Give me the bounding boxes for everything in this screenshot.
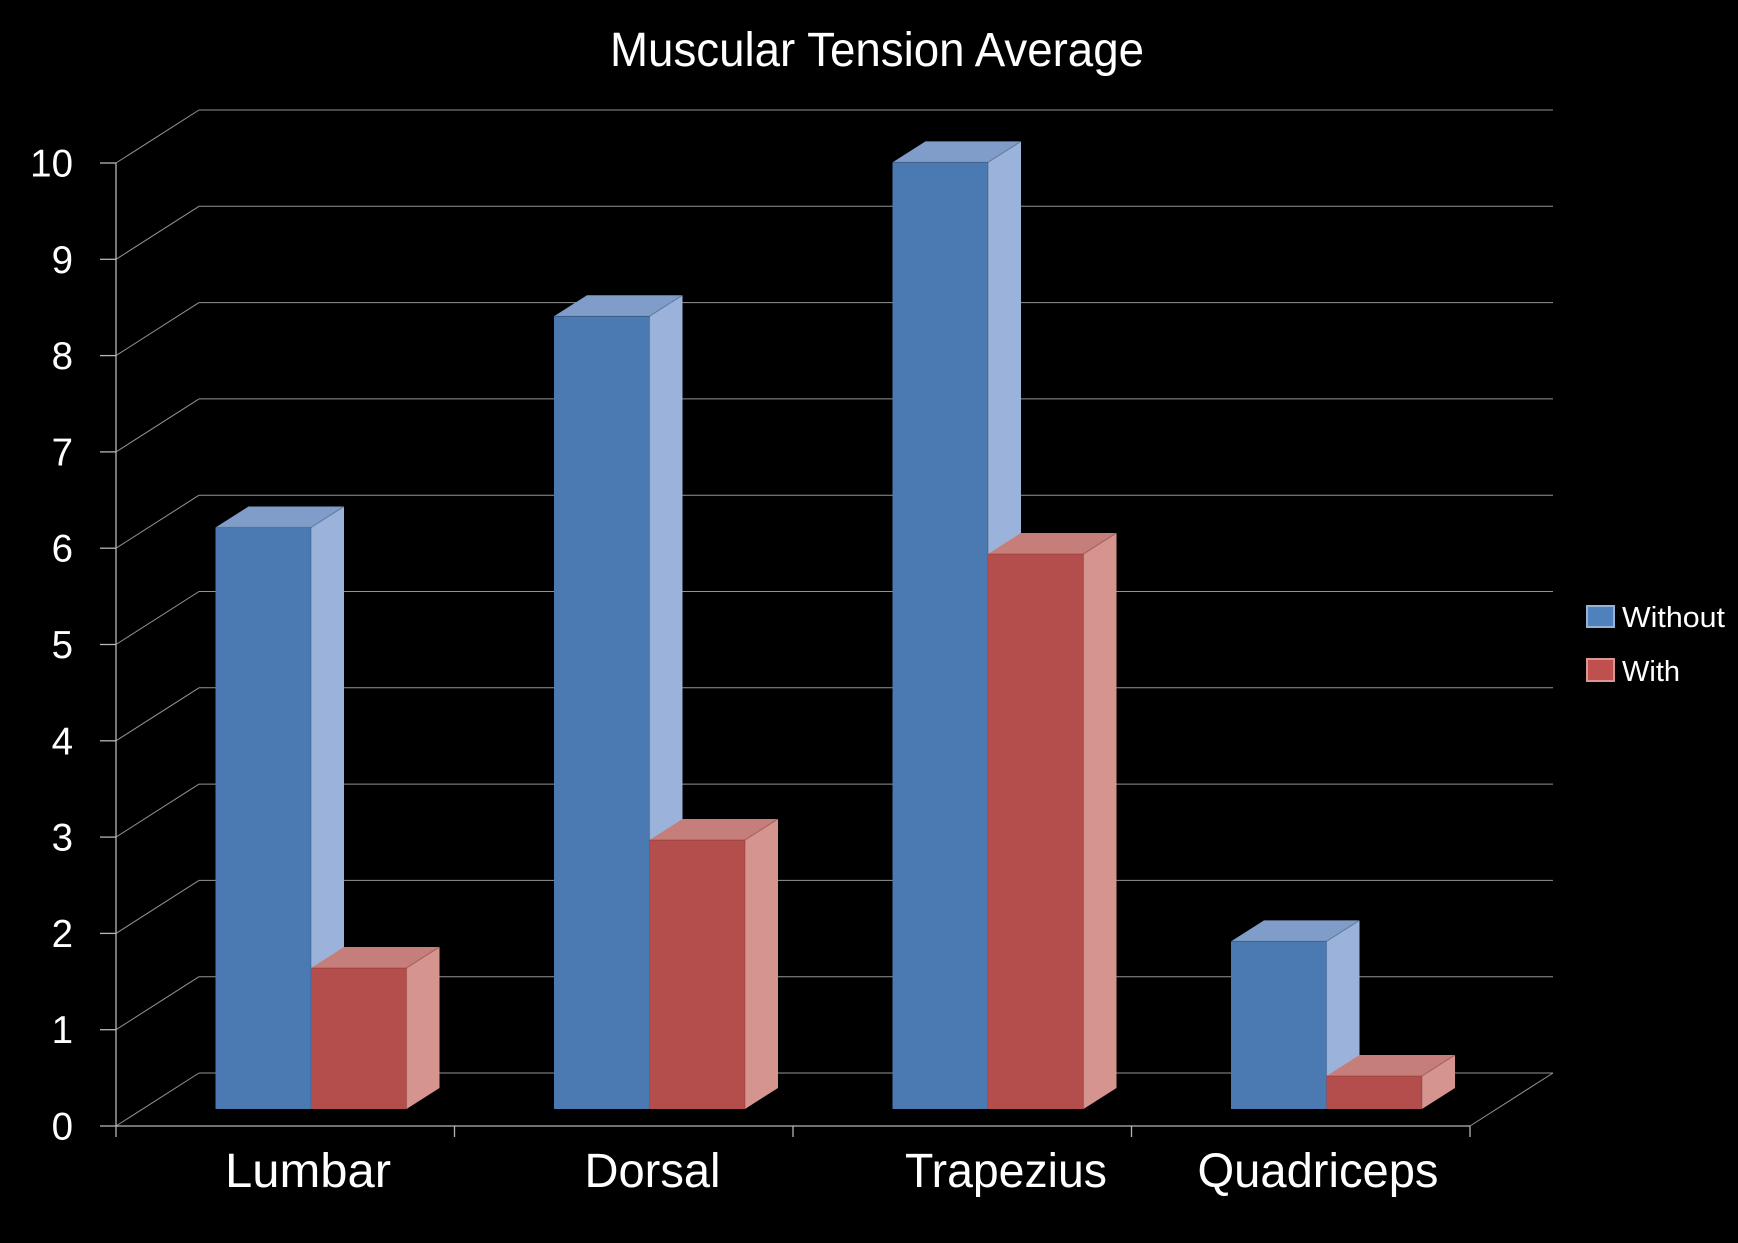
svg-text:With: With: [1622, 656, 1680, 688]
svg-text:8: 8: [52, 335, 73, 378]
svg-text:6: 6: [52, 528, 73, 571]
svg-text:Trapezius: Trapezius: [905, 1145, 1107, 1198]
svg-text:Without: Without: [1622, 602, 1725, 634]
svg-text:2: 2: [52, 913, 73, 956]
svg-text:Dorsal: Dorsal: [585, 1145, 721, 1198]
svg-text:5: 5: [52, 624, 73, 667]
svg-text:7: 7: [52, 431, 73, 474]
svg-text:Muscular Tension Average: Muscular Tension Average: [610, 24, 1144, 77]
svg-text:9: 9: [52, 239, 73, 282]
svg-text:Lumbar: Lumbar: [225, 1145, 391, 1198]
svg-text:10: 10: [30, 143, 73, 186]
svg-text:4: 4: [52, 720, 73, 763]
svg-text:0: 0: [52, 1106, 73, 1149]
svg-text:3: 3: [52, 817, 73, 860]
svg-text:1: 1: [52, 1009, 73, 1052]
svg-text:Quadriceps: Quadriceps: [1198, 1145, 1439, 1198]
